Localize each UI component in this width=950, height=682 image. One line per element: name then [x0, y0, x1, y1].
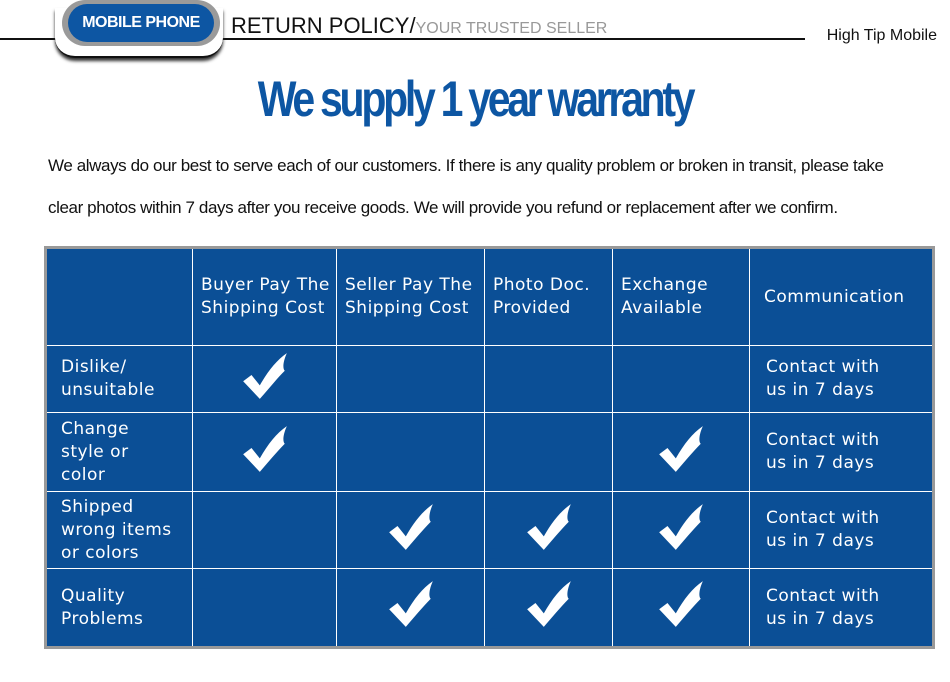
- communication-text: Contact with us in 7 days: [766, 508, 880, 551]
- column-header: Seller Pay The Shipping Cost: [336, 247, 485, 346]
- column-header: Photo Doc. Provided: [484, 247, 613, 346]
- row-label-text: Shipped wrong items or colors: [61, 496, 172, 563]
- table-row: Dislike/ unsuitable Contact with us in 7 …: [45, 345, 934, 413]
- communication-cell: Contact with us in 7 days: [749, 568, 934, 648]
- communication-cell: Contact with us in 7 days: [749, 345, 934, 413]
- column-header: [45, 247, 193, 346]
- check-cell: [484, 412, 613, 492]
- checkmark-icon: [526, 503, 571, 550]
- row-label-text: Change style or color: [61, 418, 130, 485]
- row-label: Quality Problems: [45, 568, 193, 648]
- headline: We supply 1 year warranty: [257, 71, 696, 127]
- column-header-text: Communication: [764, 286, 905, 307]
- checkmark-icon: [388, 503, 433, 550]
- check-cell: [336, 345, 485, 413]
- row-label: Shipped wrong items or colors: [45, 491, 193, 569]
- checkmark-icon: [242, 352, 287, 399]
- table-row: Quality Problems Contact with us in 7 day…: [45, 568, 934, 648]
- column-header-text: Buyer Pay The Shipping Cost: [201, 275, 330, 318]
- category-badge: MOBILE PHONE: [68, 4, 214, 42]
- check-cell: [484, 568, 613, 648]
- table-header-row: Buyer Pay The Shipping Cost Seller Pay Th…: [45, 247, 934, 346]
- checkmark-icon: [659, 425, 703, 472]
- return-policy-table: Buyer Pay The Shipping Cost Seller Pay Th…: [44, 246, 935, 649]
- page-title: RETURN POLICY/YOUR TRUSTED SELLER: [231, 13, 607, 39]
- row-label: Dislike/ unsuitable: [45, 345, 193, 413]
- row-label: Change style or color: [45, 412, 193, 492]
- paragraph-line-2: clear photos within 7 days after you rec…: [48, 198, 838, 217]
- checkmark-icon: [526, 581, 571, 627]
- communication-text: Contact with us in 7 days: [766, 430, 880, 473]
- check-cell: [192, 412, 337, 492]
- checkmark-icon: [659, 581, 703, 627]
- column-header: Communication: [749, 247, 934, 346]
- check-cell: [612, 412, 750, 492]
- check-cell: [192, 568, 337, 648]
- check-cell: [612, 345, 750, 413]
- column-header: Buyer Pay The Shipping Cost: [192, 247, 337, 346]
- check-cell: [612, 568, 750, 648]
- check-cell: [192, 491, 337, 569]
- communication-text: Contact with us in 7 days: [766, 585, 880, 629]
- table-row: Shipped wrong items or colors Contact wit…: [45, 491, 934, 569]
- checkmark-icon: [388, 581, 433, 627]
- row-label-text: Dislike/ unsuitable: [61, 357, 155, 400]
- check-cell: [484, 491, 613, 569]
- check-cell: [612, 491, 750, 569]
- checkmark-icon: [659, 503, 703, 550]
- check-cell: [336, 412, 485, 492]
- table-row: Change style or color Contact with us in …: [45, 412, 934, 492]
- row-label-text: Quality Problems: [61, 585, 144, 629]
- column-header: Exchange Available: [612, 247, 750, 346]
- check-cell: [336, 568, 485, 648]
- communication-text: Contact with us in 7 days: [766, 357, 880, 400]
- title-text: RETURN POLICY/: [231, 13, 416, 38]
- paragraph-line-1: We always do our best to serve each of o…: [48, 156, 884, 175]
- check-cell: [336, 491, 485, 569]
- checkmark-icon: [242, 425, 287, 472]
- column-header-text: Photo Doc. Provided: [493, 275, 591, 318]
- header-rule: [0, 38, 805, 40]
- check-cell: [484, 345, 613, 413]
- communication-cell: Contact with us in 7 days: [749, 491, 934, 569]
- check-cell: [192, 345, 337, 413]
- column-header-text: Seller Pay The Shipping Cost: [345, 275, 473, 318]
- subtitle: YOUR TRUSTED SELLER: [415, 20, 608, 37]
- column-header-text: Exchange Available: [621, 275, 709, 318]
- communication-cell: Contact with us in 7 days: [749, 412, 934, 492]
- store-name: High Tip Mobile: [826, 27, 937, 44]
